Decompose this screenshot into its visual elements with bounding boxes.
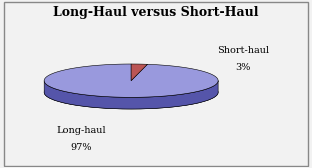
Text: Short-haul: Short-haul — [217, 46, 269, 55]
Polygon shape — [44, 64, 218, 97]
Text: Long-haul: Long-haul — [57, 126, 106, 135]
Text: 3%: 3% — [235, 63, 251, 72]
Polygon shape — [44, 81, 218, 109]
Text: Long-Haul versus Short-Haul: Long-Haul versus Short-Haul — [53, 6, 259, 19]
Ellipse shape — [44, 76, 218, 109]
Polygon shape — [131, 64, 148, 81]
Text: 97%: 97% — [71, 143, 92, 152]
